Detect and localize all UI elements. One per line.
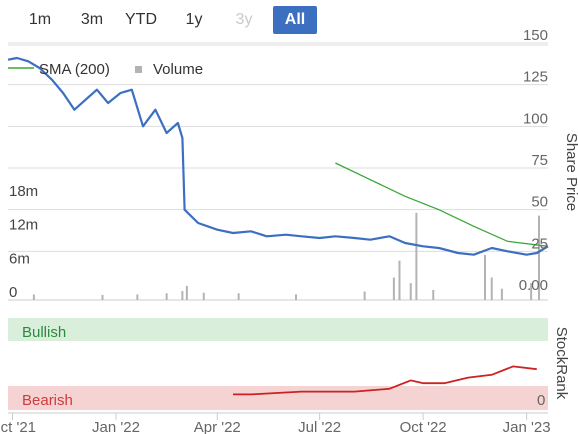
sma-layer: [335, 162, 549, 247]
price-tick-label: 25: [531, 235, 548, 252]
x-tick-label: Apr '22: [194, 419, 241, 434]
volume-bar: [181, 291, 184, 300]
bullish-label: Bullish: [22, 324, 66, 341]
range-button-1y[interactable]: 1y: [185, 11, 203, 28]
volume-bar: [165, 293, 168, 300]
range-button-3m[interactable]: 3m: [80, 11, 104, 28]
range-button-ytd[interactable]: YTD: [125, 11, 157, 28]
price-layer: [7, 56, 549, 256]
volume-tick-label: 12m: [9, 217, 38, 234]
volume-bar: [538, 215, 540, 300]
price-tick-label: 50: [531, 194, 548, 211]
volume-bar: [185, 285, 188, 300]
volume-bar: [202, 292, 205, 300]
volume-bars: [32, 212, 540, 300]
price-tick-label: 75: [531, 152, 548, 169]
volume-bar: [32, 294, 35, 300]
volume-bar: [136, 294, 139, 300]
price-tick-label: 100: [523, 110, 548, 127]
volume-bar: [432, 289, 435, 300]
volume-legend-label: Volume: [153, 61, 203, 78]
volume-bar: [295, 294, 297, 300]
price-gridlines: [8, 42, 548, 252]
volume-bar: [415, 212, 418, 300]
bearish-label: Bearish: [22, 392, 73, 409]
volume-tick-label: 0: [9, 284, 17, 301]
range-button-3y: 3y: [235, 11, 253, 28]
volume-bar: [490, 277, 493, 300]
volume-bar: [530, 283, 533, 300]
bearish-band: [8, 386, 548, 410]
volume-axis-ticks: 0 6m 12m 18m: [9, 183, 38, 301]
range-selector: 1m 3m YTD 1y 3y All: [0, 0, 578, 40]
stockrank-layer: [233, 365, 537, 396]
volume-bar: [237, 293, 240, 300]
volume-bar: [392, 277, 395, 300]
price-axis-ticks: 0.00 25 50 75 100 125 150: [519, 27, 548, 294]
price-tick-label: 125: [523, 69, 548, 86]
volume-tick-label: 18m: [9, 183, 38, 200]
stockrank-zero-tick: 0: [537, 392, 545, 409]
price-axis-title: Share Price: [563, 133, 578, 211]
volume-bar: [484, 255, 486, 300]
chart-legend: SMA (200) Volume: [8, 61, 203, 78]
main-plot-background: [8, 45, 548, 300]
volume-bar: [101, 294, 104, 300]
volume-bar: [363, 291, 366, 300]
volume-bar: [409, 283, 412, 300]
x-tick-label: Jan '23: [503, 419, 551, 434]
price-line: [7, 56, 549, 256]
stockrank-axis-title: StockRank: [553, 327, 570, 400]
volume-tick-label: 6m: [9, 250, 30, 267]
x-axis-ticks: Oct '21 Jan '22 Apr '22 Jul '22 Oct '22 Jan '…: [0, 413, 551, 434]
x-tick-label: Jan '22: [92, 419, 140, 434]
x-tick-label: Oct '22: [400, 419, 447, 434]
stockrank-line: [233, 365, 537, 396]
bullish-band: [8, 318, 548, 341]
sma-legend-label: SMA (200): [39, 61, 110, 78]
price-tick-label: 150: [523, 27, 548, 44]
volume-legend-swatch: [135, 66, 142, 73]
sma-line: [335, 162, 549, 247]
x-tick-label: Oct '21: [0, 419, 36, 434]
range-button-all[interactable]: All: [273, 6, 317, 34]
price-tick-label: 0.00: [519, 277, 548, 294]
volume-bar: [398, 260, 401, 300]
volume-bar: [500, 288, 503, 300]
x-tick-label: Jul '22: [298, 419, 341, 434]
range-button-1m[interactable]: 1m: [28, 11, 52, 28]
